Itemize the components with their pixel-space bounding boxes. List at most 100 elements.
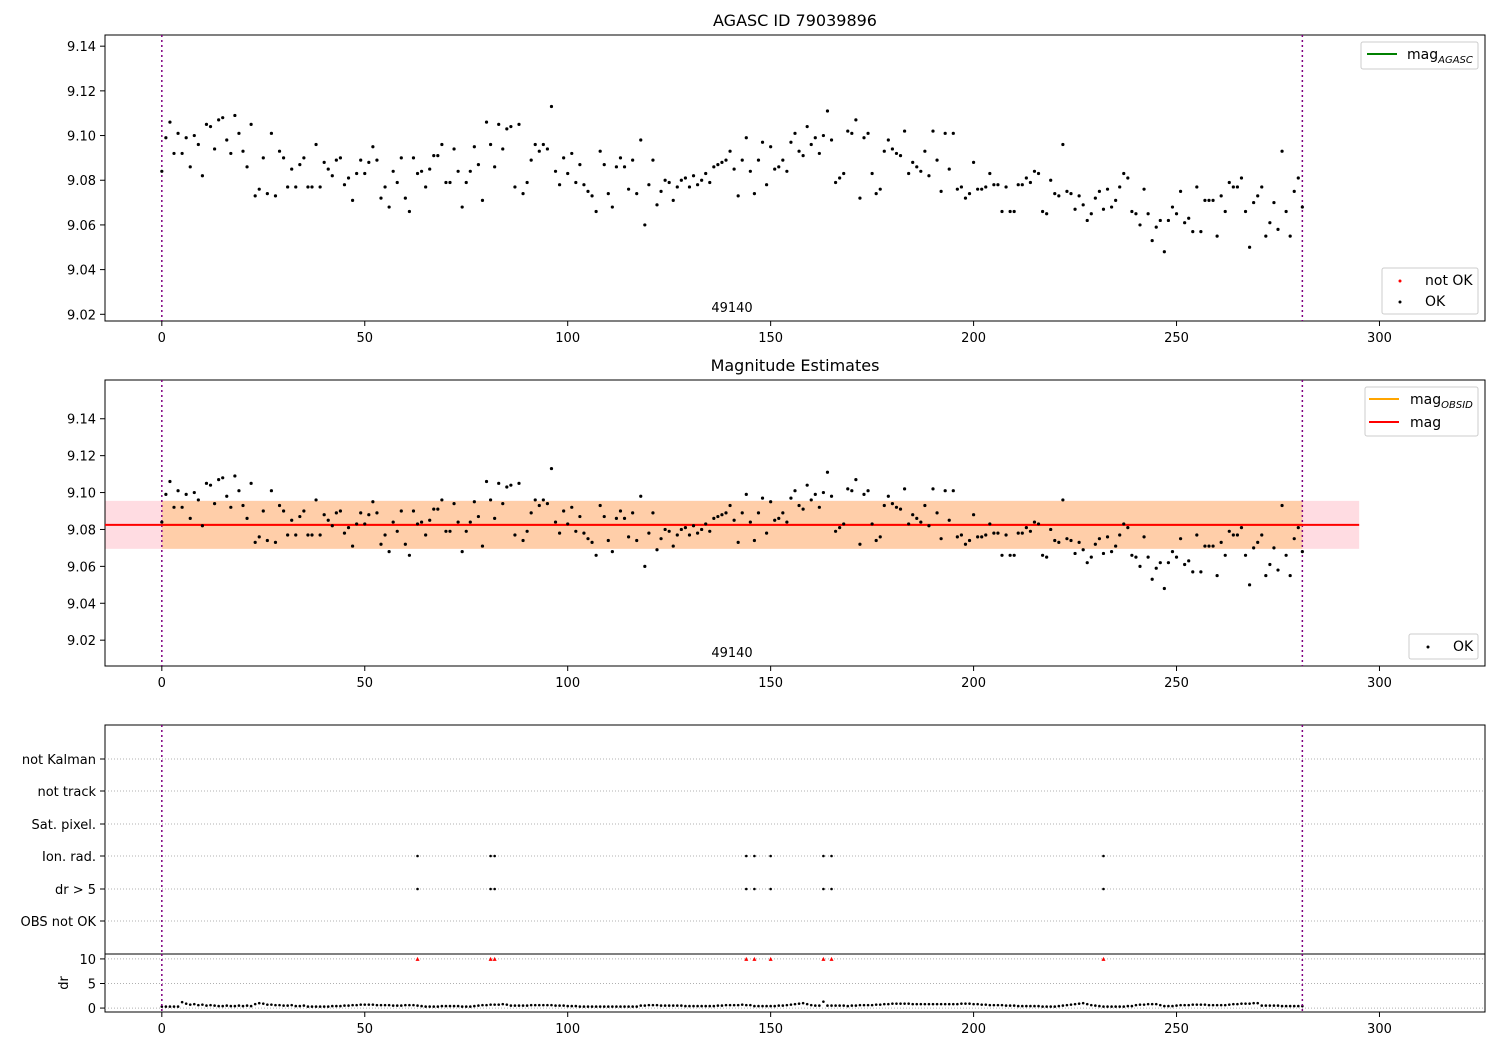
dr-point (915, 1002, 919, 1006)
mag-point (1085, 561, 1089, 565)
mag-point (521, 538, 525, 543)
dr-point (209, 1003, 212, 1007)
panel2-x-tick-label: 150 (758, 676, 783, 691)
dr-point (1004, 1004, 1008, 1007)
mag-point (277, 149, 282, 153)
panel1-y-tick-label: 9.02 (67, 308, 96, 323)
dr-x-tick-label: 250 (1164, 1022, 1189, 1037)
mag-point (363, 522, 367, 526)
mag-point (164, 136, 168, 140)
mag-point (923, 503, 927, 508)
panel1-y-tick-label: 9.08 (67, 174, 96, 189)
mag-point (980, 187, 984, 191)
mag-point (1199, 570, 1203, 574)
mag-point (196, 498, 200, 502)
dr-point (712, 1004, 716, 1008)
mag-point (700, 527, 704, 532)
mag-point (1231, 533, 1235, 537)
mag-point (781, 158, 785, 162)
panel2-y-tick-label: 9.12 (67, 450, 96, 465)
mag-point (935, 158, 939, 162)
mag-point (1288, 234, 1292, 238)
dr-point (1260, 1004, 1264, 1007)
mag-point (1174, 212, 1179, 216)
mag-point (245, 516, 249, 520)
dr-point (371, 1003, 375, 1006)
mag-point (359, 511, 363, 515)
mag-point (1101, 551, 1106, 556)
dr-point (667, 1004, 671, 1007)
mag-point (1053, 192, 1057, 196)
dr-point (578, 1005, 582, 1008)
dr-point (521, 1004, 525, 1007)
mag-point (809, 498, 813, 502)
mag-point (1118, 185, 1122, 189)
mag-point (943, 131, 947, 135)
mag-point (1211, 198, 1215, 202)
mag-point (1150, 577, 1154, 581)
mag-point (192, 490, 196, 495)
dr-point (404, 1003, 407, 1007)
dr-point (387, 1003, 391, 1007)
mag-point (1252, 546, 1256, 550)
mag-point (436, 507, 440, 511)
dr-point (765, 1004, 768, 1008)
mag-point (1247, 583, 1252, 587)
mag-point (549, 104, 554, 109)
dr-y-tick-label: 5 (88, 977, 96, 992)
mag-point (537, 149, 541, 153)
dr-point (201, 1003, 204, 1006)
mag-point (1077, 194, 1081, 198)
mag-point (874, 538, 878, 543)
mag-point (1032, 520, 1037, 524)
mag-point (1109, 550, 1114, 554)
dr-point (363, 1003, 367, 1006)
dr-point (1187, 1003, 1191, 1007)
mag-point (967, 538, 972, 543)
mag-point (172, 505, 176, 509)
mag-point (988, 522, 992, 526)
dr-point (375, 1003, 379, 1007)
dr-point (1288, 1004, 1292, 1008)
dr-point (1191, 1003, 1195, 1006)
mag-point (298, 162, 302, 167)
mag-point (334, 511, 338, 515)
dr-point (862, 1003, 866, 1007)
mag-point (541, 498, 545, 502)
dr-point (1073, 1002, 1077, 1006)
mag-point (363, 171, 367, 176)
mag-point (878, 187, 882, 191)
panel2-legend-bottom: OK (1408, 633, 1479, 660)
panel2-x-tick-label: 0 (158, 676, 166, 691)
dr-point (1061, 1004, 1065, 1007)
panel2-y-tick-label: 9.10 (67, 487, 96, 502)
dr-outlier-marker (829, 956, 834, 961)
panel2-x-tick-label: 300 (1367, 676, 1392, 691)
mag-point (517, 481, 521, 485)
dr-point (1219, 1003, 1223, 1007)
dr-point (168, 1005, 172, 1008)
dr-point (615, 1005, 618, 1008)
mag-point (939, 537, 943, 541)
dr-point (473, 1004, 476, 1008)
dr-point (732, 1003, 736, 1007)
mag-point (984, 185, 988, 189)
mag-point (1073, 551, 1077, 556)
panel2-title: Magnitude Estimates (711, 356, 880, 375)
mag-point (1264, 234, 1268, 238)
mag-point (314, 498, 318, 502)
mag-point (578, 514, 582, 519)
mag-point (322, 160, 326, 164)
dr-point (708, 1004, 712, 1008)
mag-point (1049, 527, 1053, 532)
dr-point (651, 1003, 655, 1007)
dr-point (1171, 1004, 1174, 1008)
dr-point (785, 1003, 789, 1007)
mag-point (1134, 555, 1138, 559)
dr-point (1000, 1003, 1004, 1007)
dr-point (838, 1004, 841, 1007)
mag-point (959, 185, 964, 189)
dr-point (1016, 1004, 1020, 1008)
dr-point (306, 1005, 310, 1008)
mag-point (1093, 542, 1097, 546)
